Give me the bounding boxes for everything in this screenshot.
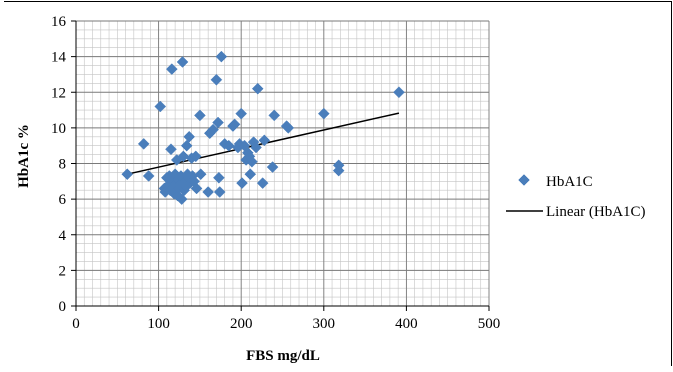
data-point <box>212 116 224 129</box>
legend-label-hba1c: HbA1C <box>546 174 593 190</box>
data-point <box>165 143 177 156</box>
data-point <box>180 139 193 152</box>
data-point <box>235 107 248 120</box>
legend: HbA1C Linear (HbA1C) <box>506 174 646 220</box>
data-point <box>202 186 215 198</box>
y-tick-label: 6 <box>59 192 67 208</box>
y-tick-label: 4 <box>59 228 67 244</box>
x-tick-label: 300 <box>313 316 336 332</box>
data-point <box>175 193 188 205</box>
tick-labels: 0 100 200 300 400 500 0 2 4 6 8 10 12 14 16 <box>51 14 500 332</box>
x-tick-label: 0 <box>72 316 80 332</box>
data-point <box>266 161 279 173</box>
x-tick-label: 400 <box>395 316 418 332</box>
y-tick-label: 2 <box>59 263 67 279</box>
data-point <box>176 56 189 68</box>
data-point <box>215 50 228 63</box>
data-point <box>250 141 262 154</box>
data-point <box>246 155 258 168</box>
data-point <box>207 123 219 136</box>
data-point <box>194 109 206 122</box>
data-point <box>393 86 405 99</box>
data-point <box>236 177 248 189</box>
data-point <box>256 177 269 189</box>
data-point <box>183 130 196 143</box>
x-axis-title: FBS mg/dL <box>246 348 320 364</box>
data-point <box>210 73 223 86</box>
y-tick-label: 14 <box>51 50 67 66</box>
data-point <box>177 150 190 163</box>
data-point <box>268 109 281 122</box>
axes <box>71 20 490 311</box>
data-point <box>142 170 155 182</box>
data-point <box>165 63 178 75</box>
data-point <box>213 171 225 184</box>
data-point <box>282 122 295 134</box>
x-tick-label: 100 <box>147 316 170 332</box>
data-point <box>251 82 264 95</box>
y-tick-label: 8 <box>59 157 67 173</box>
data-point <box>228 118 241 131</box>
data-point <box>258 134 271 147</box>
data-point <box>317 107 330 120</box>
chart-frame <box>4 1 672 366</box>
data-point <box>189 150 202 163</box>
data-point <box>190 182 203 195</box>
data-point <box>222 139 235 152</box>
data-point <box>244 168 257 181</box>
data-point <box>137 138 150 150</box>
data-point <box>121 168 134 181</box>
data-point <box>332 164 345 177</box>
y-axis-title: HbA1c % <box>16 124 32 188</box>
y-tick-label: 16 <box>51 14 67 30</box>
y-tick-label: 10 <box>51 121 66 137</box>
data-point <box>154 100 167 113</box>
data-point <box>213 186 226 198</box>
legend-marker-hba1c <box>518 174 530 186</box>
data-points <box>121 50 405 205</box>
legend-label-linear: Linear (HbA1C) <box>546 204 646 220</box>
x-tick-label: 500 <box>478 316 501 332</box>
y-tick-label: 0 <box>59 299 67 315</box>
y-tick-label: 12 <box>51 85 66 101</box>
data-point <box>194 168 207 181</box>
x-tick-label: 200 <box>230 316 253 332</box>
axis-labels: FBS mg/dL HbA1c % <box>16 124 320 364</box>
